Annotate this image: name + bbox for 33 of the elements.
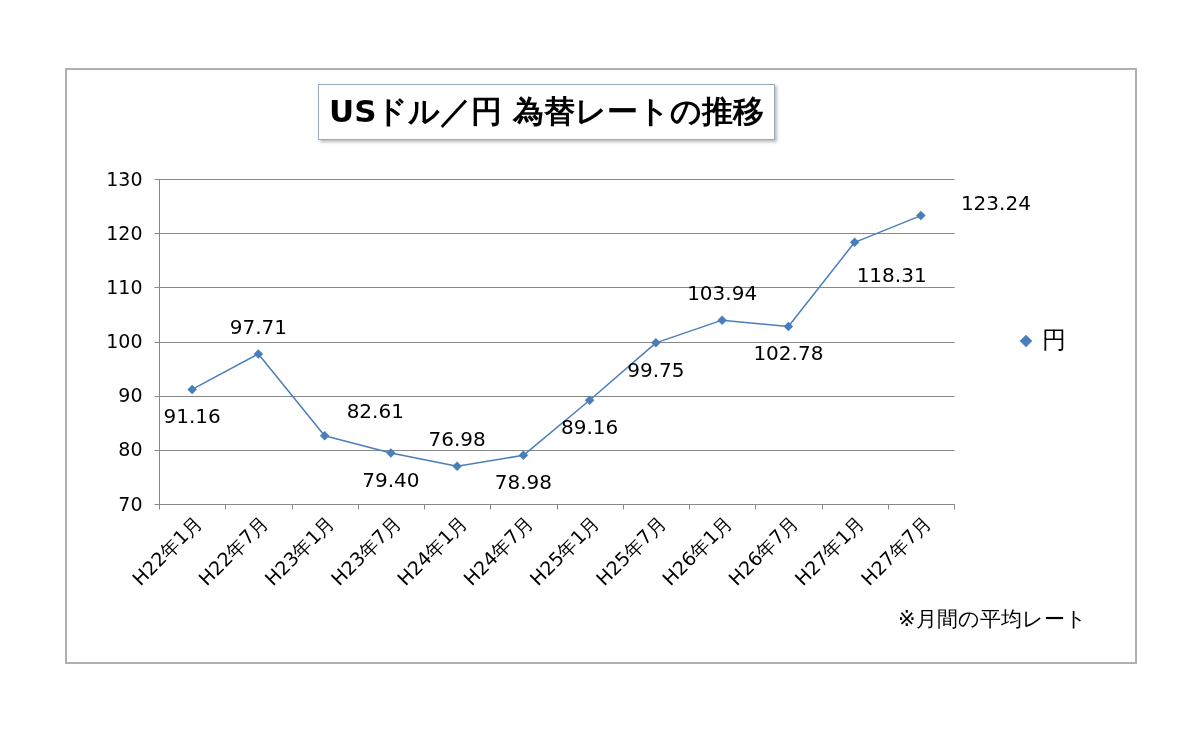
data-label: 76.98 xyxy=(428,427,486,452)
point xyxy=(651,338,661,348)
point xyxy=(849,237,860,248)
data-label: 102.78 xyxy=(753,341,824,366)
text: ※月間の平均レート xyxy=(898,606,1087,633)
y-tick-label: 120 xyxy=(106,221,143,244)
data-label: 97.71 xyxy=(229,314,288,339)
y-tick-label: 90 xyxy=(118,384,143,407)
data-label: 78.98 xyxy=(494,470,553,495)
data-label: 123.24 xyxy=(960,190,1031,215)
y-tick-label: 100 xyxy=(106,330,143,352)
data-label: 91.16 xyxy=(163,404,221,429)
point xyxy=(452,461,462,471)
point xyxy=(319,430,330,441)
point xyxy=(717,315,727,325)
data-label: 89.16 xyxy=(560,415,619,440)
y-tick-label: 110 xyxy=(106,275,143,298)
y-tick-label: 70 xyxy=(118,492,143,515)
y-tick-label: 80 xyxy=(118,438,143,461)
point xyxy=(187,384,197,395)
point xyxy=(916,210,926,221)
point xyxy=(518,450,529,461)
data-label: 118.31 xyxy=(856,263,927,288)
chart-title: USドル／円 為替レートの推移 xyxy=(318,84,776,140)
data-label: 79.40 xyxy=(362,468,420,493)
y-tick-label: 130 xyxy=(106,167,143,190)
point xyxy=(783,321,794,332)
legend-label: 円 xyxy=(1042,326,1066,354)
point xyxy=(584,395,595,405)
data-label: 82.61 xyxy=(346,398,404,423)
data-label: 103.94 xyxy=(687,281,758,306)
point xyxy=(253,349,264,359)
data-label: 99.75 xyxy=(627,357,685,382)
